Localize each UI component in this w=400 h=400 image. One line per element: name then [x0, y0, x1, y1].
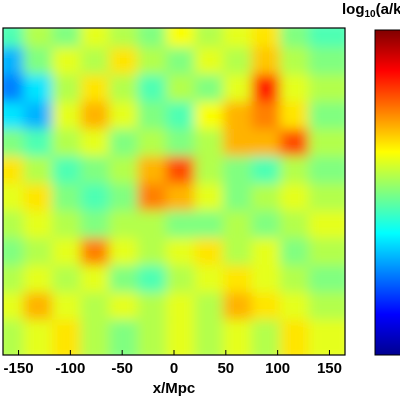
x-tick-label: 100 [265, 360, 290, 377]
x-tick-label: 0 [170, 360, 178, 377]
x-tick-label: 50 [217, 360, 234, 377]
colorbar [374, 29, 400, 356]
x-tick-label: 150 [317, 360, 342, 377]
x-tick-label: -100 [55, 360, 85, 377]
x-axis-label: x/Mpc [153, 380, 196, 397]
field [3, 28, 345, 355]
field-cell [308, 319, 345, 355]
colorbar-label: log10(a/km) [342, 1, 400, 20]
x-tick-label: -50 [111, 360, 133, 377]
x-tick-label: -150 [4, 360, 34, 377]
